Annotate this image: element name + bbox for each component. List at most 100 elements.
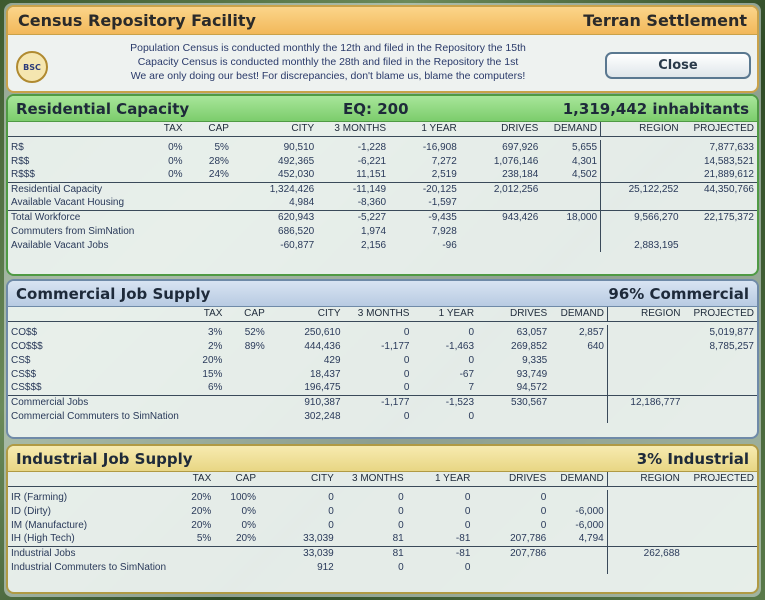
cell-region xyxy=(600,140,682,154)
cell-demand xyxy=(550,409,607,423)
close-button[interactable]: Close xyxy=(605,52,751,79)
cell-projected xyxy=(683,394,757,409)
cell-city: 1,324,426 xyxy=(231,181,318,196)
cell-tax: 20% xyxy=(202,354,223,366)
cell-y1: 0 xyxy=(468,326,475,338)
cell-city: 444,436 xyxy=(304,340,341,352)
cell-cap: 20% xyxy=(235,533,256,545)
table-row: CS$ 20% 429 0 0 9,335 xyxy=(8,353,757,367)
cell-cap: 24% xyxy=(208,169,229,181)
cell-cap: 89% xyxy=(244,340,265,352)
cell-demand: -6,000 xyxy=(575,505,604,517)
cell-projected xyxy=(683,367,757,381)
cell-region xyxy=(607,409,684,423)
cell-demand xyxy=(541,181,601,196)
cell-m3: 81 xyxy=(336,545,407,560)
cell-projected xyxy=(682,238,757,252)
cell-drives: 93,749 xyxy=(516,368,548,380)
cell-cap: 0% xyxy=(241,505,256,517)
cell-cap: 28% xyxy=(208,155,229,167)
census-header: Census Repository Facility Terran Settle… xyxy=(6,5,759,93)
cell-drives: 238,184 xyxy=(502,169,539,181)
table-row: IH (High Tech) 5% 20% 33,039 81 -81 207,786 4,7… xyxy=(8,532,757,546)
cell-region xyxy=(607,325,684,339)
cell-drives: 2,012,256 xyxy=(459,181,542,196)
table-row: R$ 0% 5% 90,510 -1,228 -16,908 697,926 5,655 7,8… xyxy=(8,140,757,154)
cell-city: 0 xyxy=(328,505,334,517)
cell-cap xyxy=(186,238,232,252)
cell-m3: -1,177 xyxy=(343,394,413,409)
cell-projected xyxy=(683,504,757,518)
column-header-tax: TAX xyxy=(181,307,226,322)
table-row: Residential Capacity 1,324,426 -11,149 -20,… xyxy=(8,181,757,196)
cell-city: 0 xyxy=(328,491,334,503)
table-row: Available Vacant Jobs -60,877 2,156 -96 2,88… xyxy=(8,238,757,252)
cell-tax: 20% xyxy=(191,519,212,531)
cell-y1: -1,523 xyxy=(412,394,478,409)
notice-line: Capacity Census is conducted monthly the… xyxy=(137,56,519,68)
cell-label: Commercial Jobs xyxy=(8,394,182,409)
cell-y1: 7,928 xyxy=(431,225,457,237)
column-header-demand: DEMAND xyxy=(541,122,601,137)
cell-label: CS$$$ xyxy=(11,382,42,394)
cell-m3: 11,151 xyxy=(356,169,387,181)
column-header-m3: 3 MONTHS xyxy=(336,472,407,487)
cell-m3: -6,221 xyxy=(357,155,387,167)
cell-cap: 0% xyxy=(241,519,256,531)
cell-projected xyxy=(682,224,757,238)
cell-m3: 0 xyxy=(403,410,410,422)
column-header-lbl xyxy=(8,307,182,322)
cell-y1: 7,272 xyxy=(431,155,457,167)
column-header-region: REGION xyxy=(600,122,682,137)
cell-city: 910,387 xyxy=(267,394,344,409)
table-row: CS$$ 15% 18,437 0 -67 93,749 xyxy=(8,367,757,381)
cell-projected xyxy=(683,409,757,423)
cell-label: Commuters from SimNation xyxy=(11,225,135,237)
cell-cap xyxy=(225,353,267,367)
industrial-header: Industrial Job Supply 3% Industrial xyxy=(8,446,757,472)
cell-drives: 697,926 xyxy=(502,141,539,153)
cell-city: 620,943 xyxy=(231,209,318,224)
cell-city: 250,610 xyxy=(304,326,341,338)
table-row: Commuters from SimNation 686,520 1,974 7,92… xyxy=(8,224,757,238)
cell-region xyxy=(606,490,683,504)
column-header-y1: 1 YEAR xyxy=(406,472,474,487)
industrial-section: Industrial Job Supply 3% Industrial TAX C… xyxy=(6,444,759,594)
cell-demand xyxy=(541,238,600,252)
cell-region xyxy=(606,532,683,546)
cell-tax xyxy=(181,394,226,409)
column-header-cap: CAP xyxy=(225,307,268,322)
cell-label: R$ xyxy=(11,141,24,153)
column-header-drives: DRIVES xyxy=(473,472,550,487)
inhabitants-summary: 1,319,442 inhabitants xyxy=(562,99,749,118)
notice-line: Population Census is conducted monthly t… xyxy=(130,42,526,54)
cell-projected xyxy=(682,545,757,560)
cell-tax: 5% xyxy=(196,533,212,545)
column-header-tax: TAX xyxy=(169,472,215,487)
census-window: Census Repository Facility Terran Settle… xyxy=(4,3,761,597)
industrial-table: TAX CAP CITY 3 MONTHS 1 YEAR DRIVES DEMAND REGI… xyxy=(8,472,757,574)
column-header-projected: PROJECTED xyxy=(681,122,757,137)
cell-cap xyxy=(225,381,267,395)
cell-demand: 4,502 xyxy=(572,169,598,181)
cell-cap xyxy=(214,560,259,574)
cell-y1: -67 xyxy=(459,368,475,380)
cell-city: 429 xyxy=(323,354,341,366)
cell-y1: -9,435 xyxy=(389,209,460,224)
cell-demand xyxy=(549,490,607,504)
census-notice: Population Census is conducted monthly t… xyxy=(68,41,588,83)
cell-m3: 0 xyxy=(403,326,410,338)
cell-demand xyxy=(550,381,607,395)
cell-region xyxy=(600,196,682,210)
cell-tax: 20% xyxy=(191,491,212,503)
cell-demand xyxy=(549,545,608,560)
cell-drives: 530,567 xyxy=(477,394,551,409)
table-row: R$$$ 0% 24% 452,030 11,151 2,519 238,184 4,502 2… xyxy=(8,168,757,182)
cell-projected xyxy=(683,353,757,367)
cell-y1: 7 xyxy=(468,382,475,394)
cell-demand: 4,794 xyxy=(578,533,604,545)
cell-city: 0 xyxy=(328,519,334,531)
column-header-m3: 3 MONTHS xyxy=(343,307,413,322)
cell-city: 4,984 xyxy=(289,197,315,209)
cell-label: CS$$ xyxy=(11,368,37,380)
